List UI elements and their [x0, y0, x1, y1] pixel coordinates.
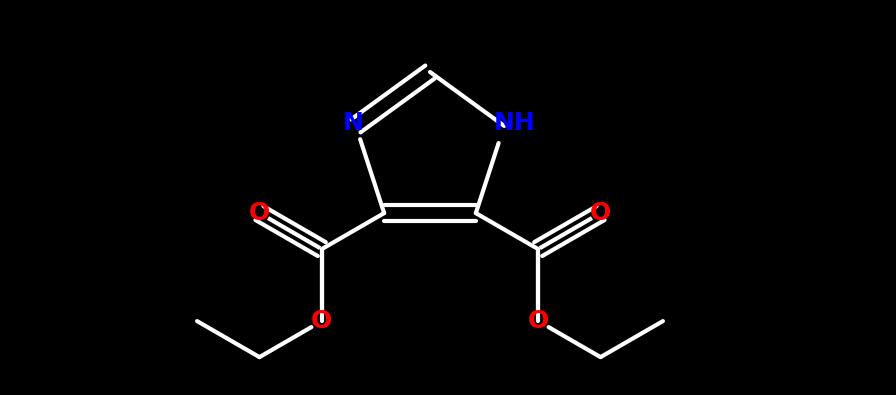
Text: O: O — [590, 201, 611, 225]
Text: O: O — [528, 309, 549, 333]
Text: NH: NH — [494, 111, 535, 135]
Text: O: O — [311, 309, 332, 333]
Text: O: O — [249, 201, 270, 225]
Text: N: N — [342, 111, 363, 135]
